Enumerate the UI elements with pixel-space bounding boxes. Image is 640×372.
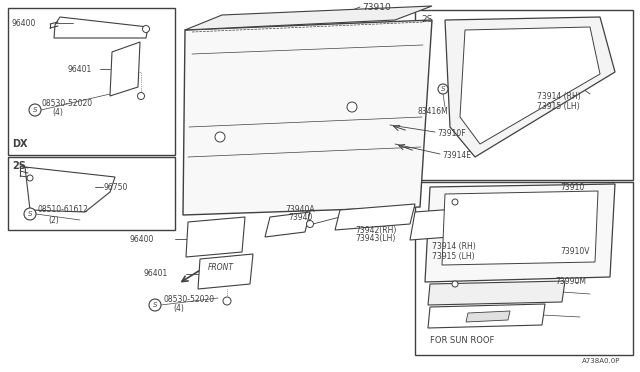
Text: 73910F: 73910F	[437, 128, 466, 138]
Text: 2S: 2S	[12, 161, 26, 171]
Text: 73910: 73910	[362, 3, 391, 13]
Circle shape	[27, 175, 33, 181]
Text: 73915 (LH): 73915 (LH)	[537, 103, 580, 112]
Circle shape	[438, 84, 448, 94]
Circle shape	[138, 93, 145, 99]
Text: (4): (4)	[173, 305, 184, 314]
Circle shape	[143, 26, 150, 32]
Text: 96400: 96400	[12, 19, 36, 28]
Text: 2S: 2S	[421, 15, 433, 24]
Circle shape	[347, 102, 357, 112]
Text: 08530-52020: 08530-52020	[42, 99, 93, 109]
Polygon shape	[25, 167, 115, 212]
Text: 73942(RH): 73942(RH)	[355, 225, 396, 234]
Bar	[8, 8, 175, 155]
Text: 08530-52020: 08530-52020	[163, 295, 214, 304]
Circle shape	[149, 299, 161, 311]
Text: 73915 (LH): 73915 (LH)	[432, 251, 475, 260]
Text: A738A0.0P: A738A0.0P	[582, 358, 620, 364]
Polygon shape	[183, 20, 432, 215]
Polygon shape	[428, 304, 545, 328]
Circle shape	[452, 281, 458, 287]
Text: 73914E: 73914E	[442, 151, 471, 160]
Text: S: S	[28, 211, 32, 217]
Polygon shape	[425, 184, 615, 282]
Text: (2): (2)	[48, 215, 59, 224]
Circle shape	[307, 221, 314, 228]
Text: 73910V: 73910V	[560, 247, 589, 257]
Text: FRONT: FRONT	[208, 263, 234, 273]
Polygon shape	[460, 27, 600, 144]
Text: 73914 (RH): 73914 (RH)	[432, 243, 476, 251]
Polygon shape	[335, 204, 415, 230]
Polygon shape	[198, 254, 253, 289]
Circle shape	[215, 132, 225, 142]
Polygon shape	[186, 217, 245, 257]
Text: FOR SUN ROOF: FOR SUN ROOF	[430, 336, 494, 345]
Circle shape	[29, 104, 41, 116]
Bar	[415, 10, 633, 180]
Circle shape	[452, 199, 458, 205]
Polygon shape	[54, 17, 148, 38]
Polygon shape	[265, 212, 310, 237]
Text: 96401: 96401	[143, 269, 167, 279]
Text: 73914 (RH): 73914 (RH)	[537, 93, 580, 102]
Text: S: S	[33, 107, 37, 113]
Bar	[8, 157, 175, 230]
Text: 73990M: 73990M	[555, 278, 586, 286]
Text: 73943(LH): 73943(LH)	[355, 234, 396, 244]
Circle shape	[24, 208, 36, 220]
Text: S: S	[441, 86, 445, 92]
Polygon shape	[185, 6, 432, 30]
Text: 83416M: 83416M	[418, 106, 449, 115]
Text: 96400: 96400	[130, 234, 154, 244]
Text: DX: DX	[12, 139, 28, 149]
Polygon shape	[466, 311, 510, 322]
Text: 73940: 73940	[288, 212, 312, 221]
Polygon shape	[110, 42, 140, 96]
Polygon shape	[410, 209, 455, 240]
Text: 73940A: 73940A	[285, 205, 315, 214]
Text: 96750: 96750	[104, 183, 129, 192]
Text: S: S	[153, 302, 157, 308]
Polygon shape	[445, 17, 615, 157]
Text: 08510-61612: 08510-61612	[38, 205, 89, 215]
Polygon shape	[428, 281, 565, 305]
Text: (4): (4)	[52, 109, 63, 118]
Circle shape	[223, 297, 231, 305]
Text: 73910: 73910	[560, 183, 584, 192]
Text: 96401: 96401	[68, 64, 92, 74]
Bar	[415, 182, 633, 355]
Polygon shape	[442, 191, 598, 265]
